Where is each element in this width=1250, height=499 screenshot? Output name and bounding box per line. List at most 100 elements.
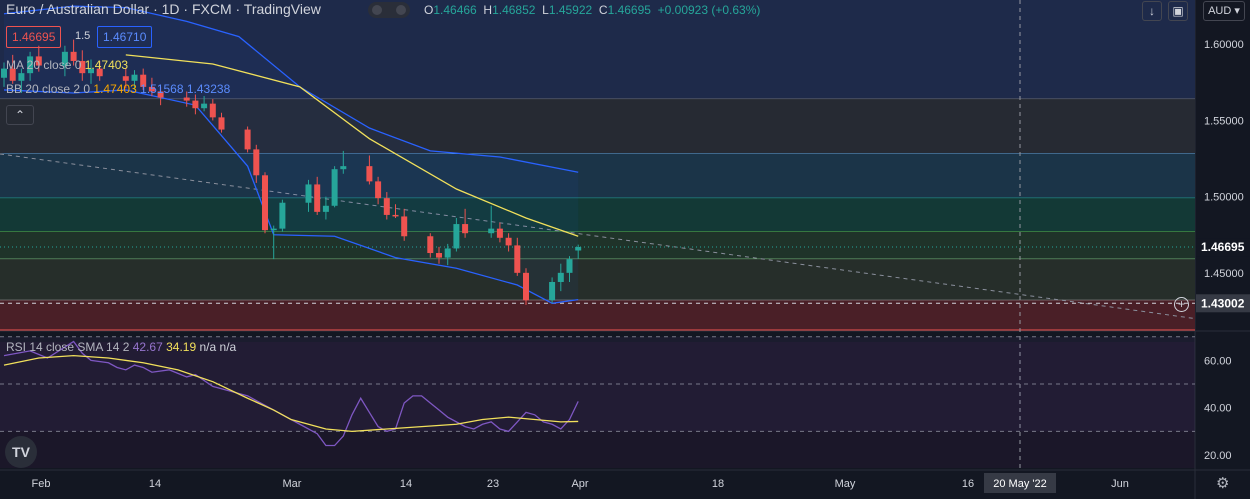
tradingview-logo-icon: TV xyxy=(5,436,37,468)
bb-basis: 1.47403 xyxy=(93,82,137,96)
bb-label: BB 20 close 2 0 xyxy=(6,82,91,96)
crosshair-date-tag-bg xyxy=(984,473,1056,493)
candle-body xyxy=(427,236,434,254)
buy-price-button[interactable]: 1.46710 xyxy=(97,26,153,48)
trend-line xyxy=(0,153,1196,320)
time-tick-label: Apr xyxy=(571,478,588,490)
candle-body xyxy=(131,74,138,81)
candle-body xyxy=(122,76,129,81)
ohlc-low: 1.45922 xyxy=(548,3,593,17)
last-price-tag-bg xyxy=(1196,238,1250,257)
arrow-down-icon[interactable]: ↓ xyxy=(1142,1,1162,21)
price-tick-label: 1.50000 xyxy=(1204,192,1244,204)
fib-band xyxy=(0,300,1195,330)
ohlc-open-key: O xyxy=(424,3,434,17)
add-alert-icon[interactable]: + xyxy=(1174,297,1189,312)
currency-selector[interactable]: AUD ▾ xyxy=(1203,1,1245,21)
candle-body xyxy=(575,247,582,251)
price-tick-label: 1.45000 xyxy=(1204,268,1244,280)
rsi-indicator-legend[interactable]: RSI 14 close SMA 14 2 42.67 34.19 n/a n/… xyxy=(6,340,236,354)
rsi-line xyxy=(3,340,579,447)
candle-body xyxy=(262,175,268,231)
candle-body xyxy=(88,68,94,74)
rsi-value: 42.67 xyxy=(132,340,163,354)
candle-body xyxy=(148,86,155,92)
ohlc-open: 1.46466 xyxy=(433,3,477,17)
symbol-title: Euro / Australian Dollar · 1D · FXCM · T… xyxy=(6,1,321,17)
rsi-sma-value: 34.19 xyxy=(166,340,197,354)
ma20-line xyxy=(125,54,579,237)
rsi-tick-label: 60.00 xyxy=(1204,355,1232,367)
candle-body xyxy=(505,237,512,246)
candle-body xyxy=(305,184,312,203)
rsi-band-fill xyxy=(0,336,1195,432)
fib-band xyxy=(0,198,1195,232)
candle-body xyxy=(140,74,147,87)
candle-body xyxy=(157,91,164,98)
crosshair-date-tag: 20 May '22 xyxy=(993,478,1046,490)
rsi-sma-line xyxy=(3,355,579,432)
candle-body xyxy=(496,228,503,238)
rsi-tick-label: 20.00 xyxy=(1204,450,1232,462)
candle-body xyxy=(209,103,216,118)
candle-body xyxy=(201,103,208,109)
time-tick-label: 14 xyxy=(400,478,412,490)
crosshair-price-tag: 1.43002 xyxy=(1201,296,1245,310)
chevron-up-icon[interactable]: ⌃ xyxy=(6,105,34,125)
ohlc-low-key: L xyxy=(542,3,549,17)
time-tick-label: May xyxy=(835,478,856,490)
visibility-toggle[interactable] xyxy=(368,2,410,18)
currency-label: AUD xyxy=(1208,5,1232,17)
fib-band xyxy=(0,259,1195,301)
candle-body xyxy=(557,272,564,282)
bb-upper-line xyxy=(3,5,579,173)
candle-body xyxy=(218,117,225,130)
fib-band xyxy=(0,99,1195,154)
ma-indicator-legend[interactable]: MA 20 close 0 1.47403 xyxy=(6,58,128,72)
candle-body xyxy=(401,216,408,237)
sell-price-button[interactable]: 1.46695 xyxy=(6,26,62,48)
rsi-tick-label: 40.00 xyxy=(1204,403,1232,415)
candle-body xyxy=(1,68,7,78)
candle-body xyxy=(366,166,373,182)
candle-body xyxy=(436,253,442,258)
rsi-extra: n/a n/a xyxy=(199,340,237,354)
fib-band xyxy=(0,153,1195,199)
price-tick-label: 1.55000 xyxy=(1204,115,1244,127)
price-tick-label: 1.60000 xyxy=(1204,39,1244,51)
last-price-tag: 1.46695 xyxy=(1201,240,1245,254)
candle-body xyxy=(253,149,260,176)
candle-body xyxy=(270,228,277,231)
time-tick-label: Feb xyxy=(32,478,51,490)
crosshair-price-tag-bg xyxy=(1196,294,1250,313)
ohlc-close-key: C xyxy=(598,3,608,17)
candle-body xyxy=(566,259,573,273)
time-tick-label: Mar xyxy=(283,478,302,490)
spread-value: 1.5 xyxy=(75,30,91,42)
candle-body xyxy=(340,166,347,170)
candle-body xyxy=(322,205,329,212)
ohlc-high-key: H xyxy=(483,3,493,17)
fullscreen-icon[interactable]: ▣ xyxy=(1168,1,1188,21)
candle-body xyxy=(35,56,42,66)
settings-icon[interactable]: ⚙ xyxy=(1216,475,1230,492)
toggle-dot-icon xyxy=(372,5,382,15)
candle-body xyxy=(9,68,16,81)
candle-body xyxy=(96,68,103,77)
candle-body xyxy=(392,214,399,217)
candle-body xyxy=(453,224,460,249)
candle-body xyxy=(79,60,86,74)
candle-body xyxy=(331,169,338,206)
time-tick-label: 14 xyxy=(149,478,161,490)
bb-indicator-legend[interactable]: BB 20 close 2 0 1.47403 1.51568 1.43238 xyxy=(6,82,230,96)
candle-body xyxy=(279,202,286,229)
candle-body xyxy=(18,73,25,81)
time-tick-label: Jun xyxy=(1111,478,1129,490)
candle-body xyxy=(183,97,190,101)
bb-band-fill xyxy=(4,6,579,304)
ma-label: MA 20 close 0 xyxy=(6,58,82,72)
candle-body xyxy=(514,245,521,273)
candle-body xyxy=(27,56,34,74)
ohlc-readout: O1.46466 H1.46852 L1.45922 C1.46695 +0.0… xyxy=(424,3,760,17)
